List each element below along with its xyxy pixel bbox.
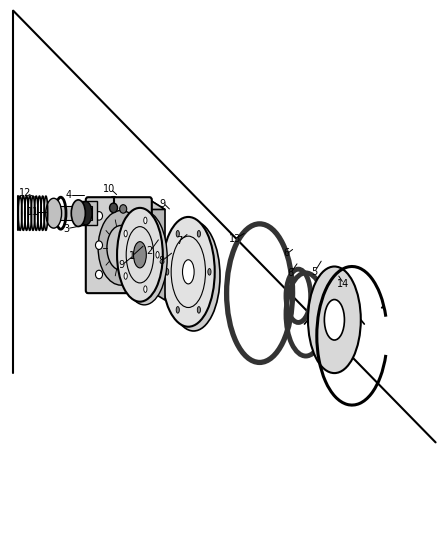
Text: 1: 1 <box>129 251 135 261</box>
Text: 6: 6 <box>283 248 289 258</box>
Text: 4: 4 <box>65 190 71 199</box>
Ellipse shape <box>124 230 127 237</box>
Text: 2: 2 <box>147 246 153 255</box>
Text: 12: 12 <box>19 188 32 198</box>
Ellipse shape <box>98 211 144 285</box>
Text: 5: 5 <box>312 267 318 277</box>
Text: 10: 10 <box>103 184 115 194</box>
Ellipse shape <box>71 200 85 227</box>
Polygon shape <box>46 206 92 220</box>
Ellipse shape <box>197 230 201 237</box>
Ellipse shape <box>95 212 103 220</box>
Text: 7: 7 <box>176 236 183 246</box>
Ellipse shape <box>197 306 201 313</box>
Text: 13: 13 <box>229 234 242 244</box>
Ellipse shape <box>110 203 117 213</box>
Ellipse shape <box>167 221 220 331</box>
Ellipse shape <box>208 269 211 275</box>
Ellipse shape <box>176 230 180 237</box>
Ellipse shape <box>308 266 361 373</box>
Ellipse shape <box>107 225 135 270</box>
Ellipse shape <box>156 252 159 258</box>
Ellipse shape <box>95 241 103 249</box>
Text: 3: 3 <box>63 224 69 234</box>
Ellipse shape <box>80 201 92 225</box>
Ellipse shape <box>133 241 147 268</box>
Text: 9: 9 <box>118 260 125 270</box>
Ellipse shape <box>176 306 180 313</box>
Text: 9: 9 <box>160 199 166 208</box>
FancyBboxPatch shape <box>86 197 152 293</box>
Ellipse shape <box>165 269 169 275</box>
Text: 14: 14 <box>337 279 349 288</box>
Text: 11: 11 <box>27 207 39 216</box>
Ellipse shape <box>144 286 147 293</box>
Ellipse shape <box>117 208 163 302</box>
Ellipse shape <box>183 260 194 284</box>
Text: 8: 8 <box>159 256 165 266</box>
Ellipse shape <box>95 270 103 279</box>
Polygon shape <box>88 200 165 209</box>
Ellipse shape <box>135 212 142 220</box>
Text: 6: 6 <box>287 268 293 278</box>
Ellipse shape <box>124 273 127 279</box>
Ellipse shape <box>162 217 215 327</box>
Ellipse shape <box>120 205 127 213</box>
Ellipse shape <box>144 217 147 224</box>
Ellipse shape <box>135 241 142 249</box>
Ellipse shape <box>324 300 345 340</box>
Polygon shape <box>150 200 165 300</box>
Ellipse shape <box>121 211 167 305</box>
Ellipse shape <box>135 270 142 279</box>
Ellipse shape <box>46 198 62 228</box>
Polygon shape <box>77 201 97 225</box>
